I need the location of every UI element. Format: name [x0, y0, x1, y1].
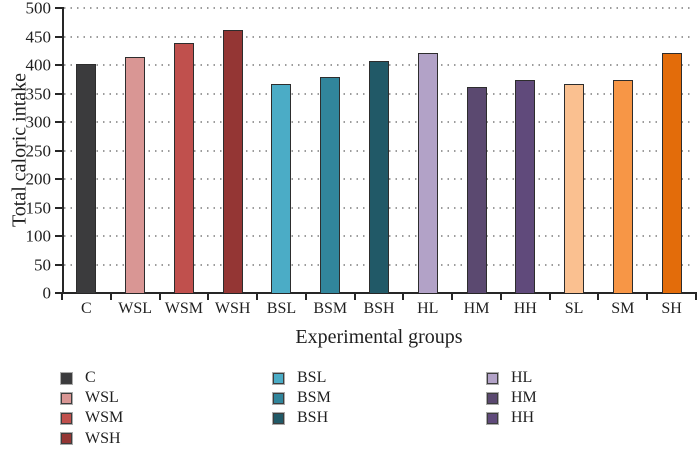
y-axis-spine	[62, 7, 64, 294]
x-category-label-HH: HH	[513, 300, 537, 317]
x-tick-2	[158, 293, 161, 300]
bar-SH	[661, 53, 682, 293]
gridline-y-500	[64, 7, 692, 9]
x-category-label-SH: SH	[661, 300, 682, 317]
x-tick-13	[695, 293, 697, 300]
y-tick-450	[55, 35, 62, 38]
y-tick-100	[55, 235, 62, 237]
x-tick-11	[597, 293, 600, 300]
x-tick-3	[207, 293, 210, 300]
bar-WSM	[173, 42, 194, 293]
y-tick-0	[55, 292, 62, 294]
bar-HL	[417, 53, 438, 293]
y-tick-300	[55, 121, 62, 123]
x-tick-12	[646, 293, 649, 300]
y-tick-350	[55, 92, 62, 95]
bar-SL	[564, 83, 585, 293]
y-tick-label-450: 450	[25, 27, 52, 46]
bar-BSM	[320, 76, 341, 293]
x-tick-5	[304, 293, 307, 300]
bar-HM	[466, 86, 487, 293]
x-tick-1	[109, 293, 112, 300]
x-category-label-BSM: BSM	[313, 300, 348, 317]
y-tick-label-400: 400	[25, 55, 52, 75]
x-tick-4	[256, 293, 259, 300]
y-tick-label-50: 50	[34, 255, 51, 274]
bar-C	[76, 63, 97, 293]
x-category-label-WSL: WSL	[118, 300, 153, 317]
x-category-label-SM: SM	[611, 300, 635, 317]
x-axis-title: Experimental groups	[295, 326, 463, 348]
x-category-label-HM: HM	[463, 300, 490, 317]
y-tick-200	[55, 178, 62, 180]
bar-HH	[515, 80, 536, 293]
x-tick-10	[548, 293, 551, 300]
x-tick-9	[499, 293, 502, 300]
x-category-label-WSH: WSH	[214, 300, 251, 317]
y-tick-label-100: 100	[25, 226, 52, 246]
y-tick-label-150: 150	[25, 198, 52, 217]
x-tick-6	[353, 293, 356, 300]
y-tick-label-500: 500	[25, 0, 52, 18]
y-tick-250	[55, 149, 62, 152]
x-category-label-WSM: WSM	[164, 300, 204, 317]
x-tick-0	[61, 293, 63, 300]
x-category-label-BSH: BSH	[363, 300, 395, 317]
x-tick-7	[402, 293, 405, 300]
y-tick-label-200: 200	[25, 169, 52, 189]
y-tick-label-350: 350	[25, 84, 52, 103]
x-category-label-C: C	[81, 300, 92, 317]
y-tick-label-300: 300	[25, 112, 52, 132]
x-category-label-SL: SL	[564, 300, 584, 317]
y-tick-150	[55, 206, 62, 209]
x-category-label-BSL: BSL	[266, 300, 297, 317]
y-tick-label-250: 250	[25, 141, 52, 160]
bar-WSL	[125, 57, 146, 293]
y-tick-label-0: 0	[42, 283, 52, 303]
bar-BSL	[271, 84, 292, 293]
x-axis-spine	[62, 292, 697, 294]
bar-SM	[612, 80, 633, 293]
y-tick-50	[55, 263, 62, 266]
x-tick-8	[451, 293, 454, 300]
y-tick-400	[55, 64, 62, 66]
x-category-label-HL: HL	[417, 300, 439, 317]
y-tick-500	[55, 7, 62, 9]
bar-WSH	[222, 29, 243, 293]
gridline-y-450	[64, 35, 692, 38]
bar-BSH	[369, 61, 389, 293]
